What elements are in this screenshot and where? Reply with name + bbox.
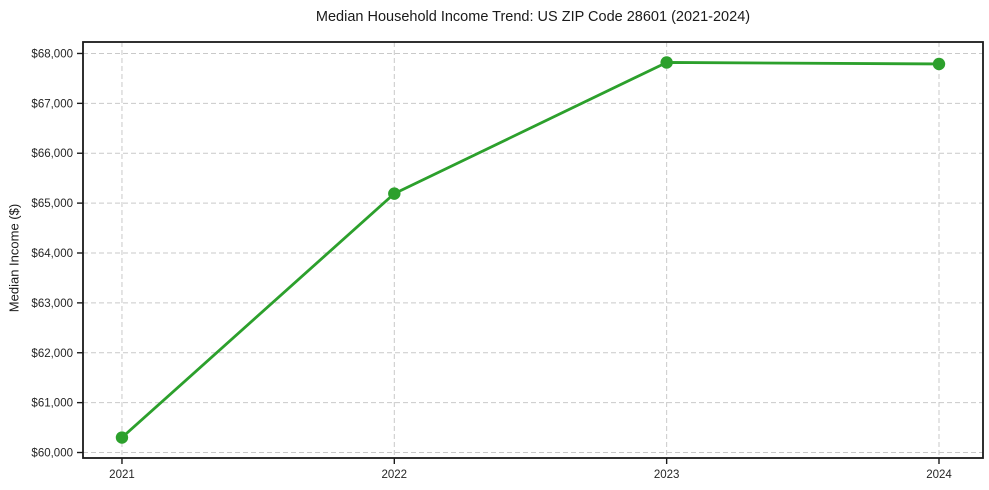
y-tick-label: $62,000 (31, 348, 73, 360)
y-tick-label: $63,000 (31, 298, 73, 310)
y-tick-label: $66,000 (31, 148, 73, 160)
y-axis-label: Median Income ($) (6, 203, 22, 313)
x-tick-label: 2021 (109, 469, 135, 481)
data-point-2023 (660, 56, 673, 69)
data-point-2024 (932, 57, 946, 71)
chart-title: Median Household Income Trend: US ZIP Co… (315, 9, 751, 25)
y-tick-label: $64,000 (31, 248, 73, 260)
x-tick-label: 2024 (926, 469, 952, 481)
y-tick-label: $68,000 (31, 48, 73, 60)
x-tick-label: 2023 (654, 469, 680, 481)
data-point-2021 (115, 431, 129, 444)
y-tick-label: $61,000 (31, 398, 73, 410)
data-point-2022 (388, 187, 401, 200)
trend-line (120, 61, 941, 439)
x-tick-label: 2022 (382, 469, 408, 481)
plot-frame (82, 41, 984, 459)
y-tick-label: $60,000 (31, 448, 73, 460)
y-tick-label: $67,000 (31, 98, 73, 110)
y-tick-label: $65,000 (31, 198, 73, 210)
